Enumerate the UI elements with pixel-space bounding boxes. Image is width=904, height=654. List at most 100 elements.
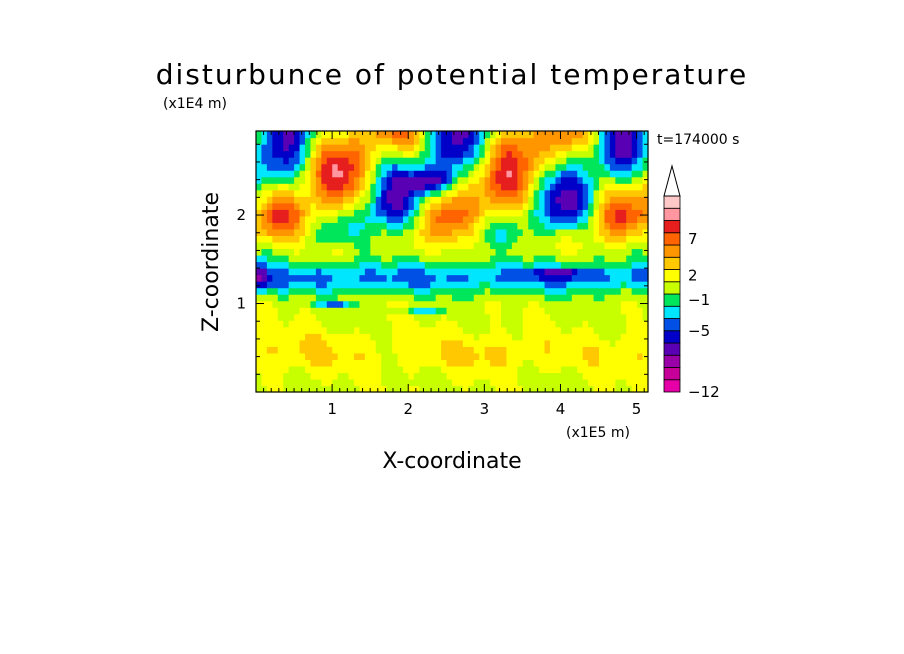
field-cell — [288, 385, 295, 393]
field-cell — [457, 287, 464, 295]
field-cell — [560, 268, 567, 276]
field-cell — [256, 196, 263, 204]
field-cell — [343, 300, 350, 308]
field-cell — [277, 189, 284, 197]
field-cell — [299, 235, 306, 243]
field-cell — [452, 274, 459, 282]
field-cell — [277, 170, 284, 178]
field-cell — [517, 170, 524, 178]
field-cell — [539, 294, 546, 302]
field-cell — [566, 352, 573, 360]
field-cell — [490, 170, 497, 178]
field-cell — [310, 248, 317, 256]
field-cell — [544, 385, 551, 393]
field-cell — [337, 157, 344, 165]
field-cell — [413, 137, 420, 145]
field-cell — [550, 157, 557, 165]
field-cell — [424, 131, 431, 139]
field-cell — [386, 268, 393, 276]
field-cell — [321, 248, 328, 256]
field-cell — [517, 241, 524, 250]
field-cell — [359, 326, 366, 334]
field-cell — [582, 372, 589, 380]
field-cell — [457, 163, 464, 171]
field-cell — [528, 372, 535, 380]
field-cell — [343, 202, 350, 210]
field-cell — [588, 248, 595, 256]
field-cell — [441, 202, 448, 210]
field-cell — [403, 287, 410, 295]
field-cell — [381, 365, 388, 374]
field-cell — [256, 222, 263, 230]
field-cell — [604, 189, 611, 197]
field-cell — [560, 313, 567, 321]
field-cell — [593, 202, 600, 210]
time-label: t=174000 s — [657, 132, 739, 148]
field-cell — [397, 333, 404, 341]
field-cell — [272, 307, 279, 315]
field-cell — [599, 131, 606, 139]
field-cell — [261, 241, 268, 250]
field-cell — [283, 183, 290, 191]
field-cell — [364, 163, 371, 171]
field-cell — [473, 352, 480, 360]
field-cell — [468, 137, 475, 145]
field-cell — [588, 157, 595, 165]
field-cell — [446, 131, 453, 139]
field-cell — [375, 215, 382, 223]
field-cell — [588, 196, 595, 204]
field-cell — [326, 235, 333, 243]
field-cell — [501, 378, 508, 387]
field-cell — [266, 333, 273, 341]
field-cell — [501, 131, 508, 139]
field-cell — [577, 313, 584, 321]
field-cell — [593, 150, 600, 158]
field-cell — [261, 339, 268, 347]
field-cell — [321, 378, 328, 387]
field-cell — [261, 189, 268, 197]
field-cell — [511, 150, 518, 158]
field-cell — [288, 294, 295, 302]
field-cell — [615, 150, 622, 158]
field-cell — [577, 307, 584, 315]
field-cell — [403, 320, 410, 328]
field-cell — [424, 287, 431, 295]
field-cell — [364, 274, 371, 282]
field-cell — [375, 137, 382, 145]
field-cell — [593, 274, 600, 282]
field-cell — [495, 163, 502, 171]
field-cell — [332, 313, 339, 321]
field-cell — [337, 144, 344, 152]
field-cell — [501, 294, 508, 302]
field-cell — [522, 274, 529, 282]
field-cell — [473, 320, 480, 328]
field-cell — [299, 202, 306, 210]
field-cell — [386, 189, 393, 197]
field-cell — [343, 261, 350, 269]
field-cell — [452, 202, 459, 210]
field-cell — [642, 261, 649, 269]
field-cell — [272, 163, 279, 171]
field-cell — [277, 254, 284, 263]
field-cell — [560, 352, 567, 360]
field-cell — [609, 183, 616, 191]
field-cell — [631, 137, 638, 145]
field-cell — [359, 346, 366, 354]
field-cell — [637, 261, 644, 269]
field-cell — [435, 339, 442, 347]
field-cell — [283, 281, 290, 289]
field-cell — [599, 326, 606, 334]
field-cell — [446, 157, 453, 165]
field-cell — [305, 268, 312, 276]
field-cell — [593, 183, 600, 191]
field-cell — [452, 248, 459, 256]
field-cell — [571, 339, 578, 347]
field-cell — [294, 131, 301, 139]
field-cell — [462, 300, 469, 308]
field-cell — [375, 352, 382, 360]
field-cell — [408, 189, 415, 197]
field-cell — [539, 326, 546, 334]
field-cell — [582, 215, 589, 223]
field-cell — [473, 176, 480, 184]
field-cell — [609, 131, 616, 139]
